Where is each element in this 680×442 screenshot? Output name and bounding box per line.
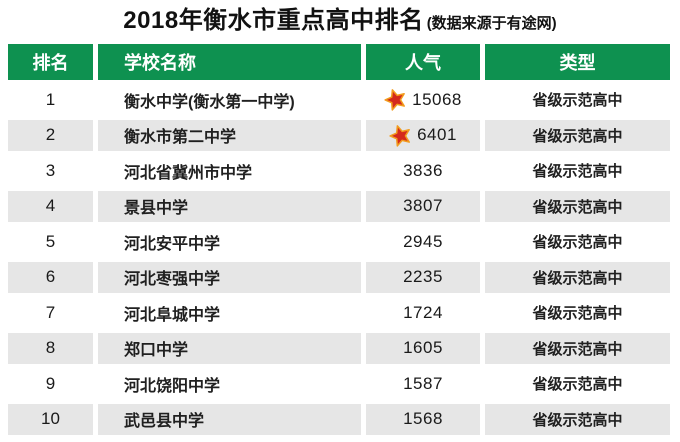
popularity-value: 15068 [412,89,462,109]
ranking-table: 排名 学校名称 人气 类型 1 衡水中学(衡水第一中学) 15068 省级示范高… [8,44,670,435]
popularity-value: 1568 [403,409,443,429]
popularity-value: 6401 [417,125,457,145]
title-subtitle: (数据来源于有途网) [426,15,557,32]
school-type: 省级示范高中 [532,411,623,429]
school-type: 省级示范高中 [532,269,623,287]
school-name: 河北省冀州市中学 [124,164,253,182]
rank-value: 8 [45,338,56,358]
rank-value: 2 [45,125,56,145]
table-row: 9 河北饶阳中学 1587 省级示范高中 [8,368,670,400]
school-type: 省级示范高中 [532,92,623,110]
school-type: 省级示范高中 [532,234,623,252]
school-name: 武邑县中学 [124,413,205,431]
popularity-value: 1724 [403,302,443,322]
rank-value: 9 [45,373,56,393]
header-school: 学校名称 [98,44,361,80]
school-name: 河北阜城中学 [124,306,221,324]
rank-value: 3 [45,160,56,180]
table-row: 7 河北阜城中学 1724 省级示范高中 [8,297,670,329]
table-row: 6 河北枣强中学 2235 省级示范高中 [8,261,670,293]
table-row: 10 武邑县中学 1568 省级示范高中 [8,403,670,435]
popularity-value: 3807 [403,196,443,216]
school-type: 省级示范高中 [532,340,623,358]
title-main: 2018年衡水市重点高中排名 [123,7,424,34]
school-name: 河北枣强中学 [124,271,221,289]
table-row: 4 景县中学 3807 省级示范高中 [8,190,670,222]
school-name: 衡水中学(衡水第一中学) [124,93,295,111]
rank-value: 6 [45,267,56,287]
school-name: 郑口中学 [124,342,189,360]
header-rank: 排名 [8,44,93,80]
school-name: 河北安平中学 [124,235,221,253]
rank-value: 7 [45,302,56,322]
rank-value: 10 [41,409,60,429]
rank-value: 1 [45,89,56,109]
school-type: 省级示范高中 [532,198,623,216]
page-title: 2018年衡水市重点高中排名 (数据来源于有途网) [0,4,680,41]
school-name: 衡水市第二中学 [124,129,237,147]
table-row: 2 衡水市第二中学 6401 省级示范高中 [8,119,670,151]
table-header-row: 排名 学校名称 人气 类型 [8,44,670,80]
school-type: 省级示范高中 [532,376,623,394]
header-popularity: 人气 [366,44,480,80]
hot-star-icon [389,124,411,147]
school-type: 省级示范高中 [532,305,623,323]
school-name: 河北饶阳中学 [124,377,221,395]
school-type: 省级示范高中 [532,163,623,181]
rank-value: 4 [45,196,56,216]
table-row: 3 河北省冀州市中学 3836 省级示范高中 [8,155,670,187]
school-name: 景县中学 [124,200,189,218]
rank-value: 5 [45,231,56,251]
table-row: 8 郑口中学 1605 省级示范高中 [8,332,670,364]
table-row: 1 衡水中学(衡水第一中学) 15068 省级示范高中 [8,84,670,116]
popularity-value: 1587 [403,373,443,393]
popularity-value: 2945 [403,231,443,251]
popularity-value: 2235 [403,267,443,287]
header-type: 类型 [485,44,670,80]
popularity-value: 3836 [403,160,443,180]
school-type: 省级示范高中 [532,127,623,145]
hot-star-icon [384,89,406,111]
popularity-value: 1605 [403,338,443,358]
table-row: 5 河北安平中学 2945 省级示范高中 [8,226,670,258]
